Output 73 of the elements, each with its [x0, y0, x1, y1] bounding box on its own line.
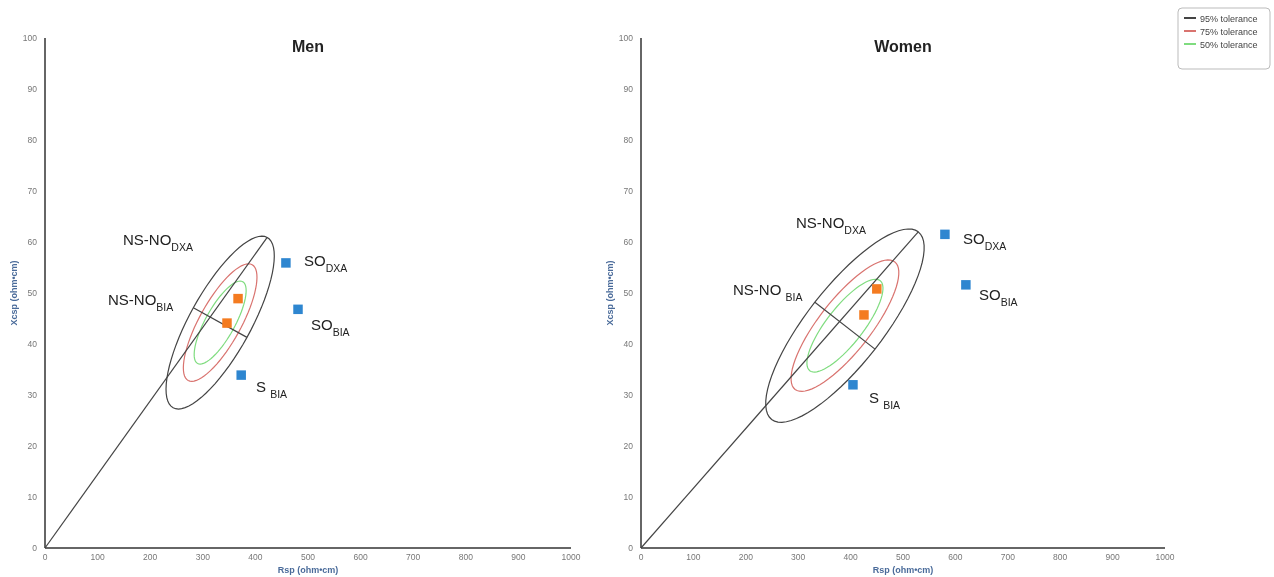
point — [233, 293, 243, 304]
x-tick-label: 0 — [42, 552, 48, 562]
x-axis-title: Rsp (ohm•cm) — [277, 565, 339, 575]
point — [848, 380, 858, 390]
y-tick-label: 20 — [623, 441, 634, 451]
x-axis-title: Rsp (ohm•cm) — [872, 565, 934, 575]
y-tick-label: 40 — [623, 339, 634, 349]
x-tick-label: 100 — [90, 552, 105, 562]
x-tick-label: 300 — [791, 552, 806, 562]
annotation: SO$_{DXA}$ — [963, 230, 1007, 252]
annotation: SO$_{BIA}$ — [979, 286, 1018, 308]
y-tick-label: 70 — [27, 186, 38, 196]
text: 95% tolerance — [1200, 13, 1258, 24]
x-tick-label: 200 — [143, 552, 158, 562]
x-tick-label: 900 — [511, 552, 526, 562]
x-tick-label: 0 — [638, 552, 644, 562]
y-tick-label: 10 — [623, 492, 634, 502]
annotation: NS-NO$_{DXA}$ — [796, 214, 866, 236]
y-tick-label: 60 — [623, 237, 634, 247]
x-tick-label: 500 — [895, 552, 911, 562]
annotation: NS-NO$_{BIA}$ — [108, 291, 174, 313]
text: 75% tolerance — [1200, 26, 1258, 37]
x-tick-label: 600 — [948, 552, 963, 562]
x-tick-label: 800 — [1053, 552, 1068, 562]
y-tick-label: 0 — [32, 543, 38, 553]
x-tick-label: 300 — [195, 552, 211, 562]
x-tick-label: 1000 — [1155, 552, 1175, 562]
x-tick-label: 800 — [458, 552, 474, 562]
y-tick-label: 50 — [623, 288, 634, 298]
y-tick-label: 70 — [623, 186, 634, 196]
y-tick-label: 50 — [27, 288, 38, 298]
y-tick-label: 60 — [27, 237, 38, 247]
x-tick-label: 500 — [300, 552, 316, 562]
x-tick-label: 400 — [843, 552, 858, 562]
y-tick-label: 20 — [27, 441, 38, 451]
y-tick-label: 30 — [623, 390, 634, 400]
x-tick-label: 200 — [738, 552, 754, 562]
text: 50% tolerance — [1200, 39, 1258, 50]
chart-title: Women — [874, 38, 932, 55]
point — [222, 318, 232, 328]
point — [859, 310, 869, 320]
y-tick-label: 100 — [22, 33, 38, 43]
x-tick-label: 600 — [353, 552, 368, 562]
point — [236, 370, 246, 380]
y-tick-label: 30 — [27, 390, 38, 400]
y-tick-label: 90 — [27, 84, 38, 94]
annotation: NS-NO$_{DXA}$ — [123, 231, 193, 253]
annotation: SO$_{DXA}$ — [304, 252, 348, 274]
chart-title: Men — [292, 38, 324, 55]
x-tick-label: 1000 — [561, 552, 581, 562]
annotation: S $_{BIA}$ — [256, 378, 288, 400]
x-tick-label: 700 — [1000, 552, 1016, 562]
y-tick-label: 40 — [27, 339, 38, 349]
point — [961, 280, 971, 290]
x-tick-label: 900 — [1105, 552, 1120, 562]
annotation: NS-NO $_{BIA}$ — [733, 281, 803, 303]
x-tick-label: 700 — [406, 552, 421, 562]
x-tick-label: 100 — [686, 552, 701, 562]
point — [940, 229, 950, 240]
y-tick-label: 0 — [628, 543, 634, 553]
y-tick-label: 80 — [27, 135, 38, 145]
y-tick-label: 100 — [618, 33, 634, 43]
y-tick-label: 10 — [27, 492, 38, 502]
annotation: SO$_{BIA}$ — [311, 316, 350, 338]
point — [281, 258, 291, 268]
y-tick-label: 90 — [623, 84, 634, 94]
x-tick-label: 400 — [248, 552, 263, 562]
point — [872, 284, 882, 294]
point — [293, 304, 303, 315]
y-tick-label: 80 — [623, 135, 634, 145]
y-axis-title: Xcsp (ohm•cm) — [9, 260, 19, 326]
annotation: S $_{BIA}$ — [869, 389, 901, 411]
y-axis-title: Xcsp (ohm•cm) — [605, 260, 615, 326]
